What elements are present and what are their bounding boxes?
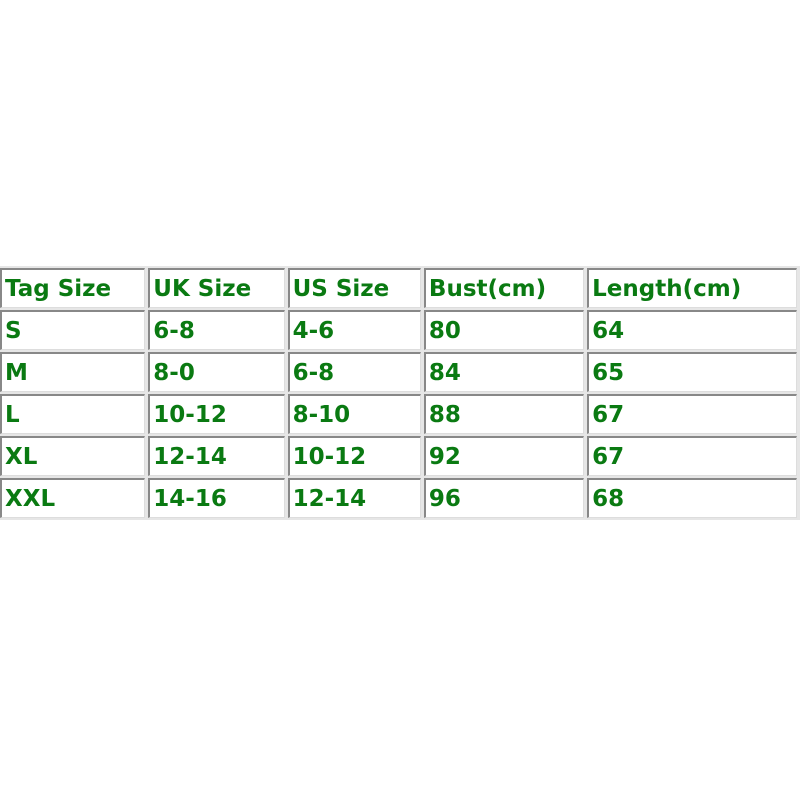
table-cell: 10-12 [148,394,285,434]
column-header: UK Size [148,268,285,308]
table-row: L 10-12 8-10 88 67 [0,394,797,434]
table-cell: 67 [587,436,797,476]
table-row: XXL 14-16 12-14 96 68 [0,478,797,518]
table-cell: 6-8 [287,352,421,392]
header-row: Tag Size UK Size US Size Bust(cm) Length(cm) [0,268,797,308]
table-cell: 65 [587,352,797,392]
table-cell: 8-0 [148,352,285,392]
table-cell: 68 [587,478,797,518]
table-cell: L [0,394,146,434]
table-cell: 8-10 [287,394,421,434]
table-row: S 6-8 4-6 80 64 [0,310,797,350]
table-cell: 80 [423,310,585,350]
table-row: M 8-0 6-8 84 65 [0,352,797,392]
column-header: Bust(cm) [423,268,585,308]
table-cell: 10-12 [287,436,421,476]
table-cell: XL [0,436,146,476]
table-cell: 6-8 [148,310,285,350]
table-cell: XXL [0,478,146,518]
table-cell: 4-6 [287,310,421,350]
table-cell: 14-16 [148,478,285,518]
table-cell: S [0,310,146,350]
column-header: Tag Size [0,268,146,308]
table-cell: 92 [423,436,585,476]
table-cell: 67 [587,394,797,434]
table-cell: 64 [587,310,797,350]
table-cell: 12-14 [148,436,285,476]
column-header: Length(cm) [587,268,797,308]
table-cell: 88 [423,394,585,434]
table-cell: 84 [423,352,585,392]
table-cell: 12-14 [287,478,421,518]
size-chart-table: Tag Size UK Size US Size Bust(cm) Length(cm)… [0,266,800,520]
column-header: US Size [287,268,421,308]
table-row: XL 12-14 10-12 92 67 [0,436,797,476]
table-cell: M [0,352,146,392]
table-cell: 96 [423,478,585,518]
